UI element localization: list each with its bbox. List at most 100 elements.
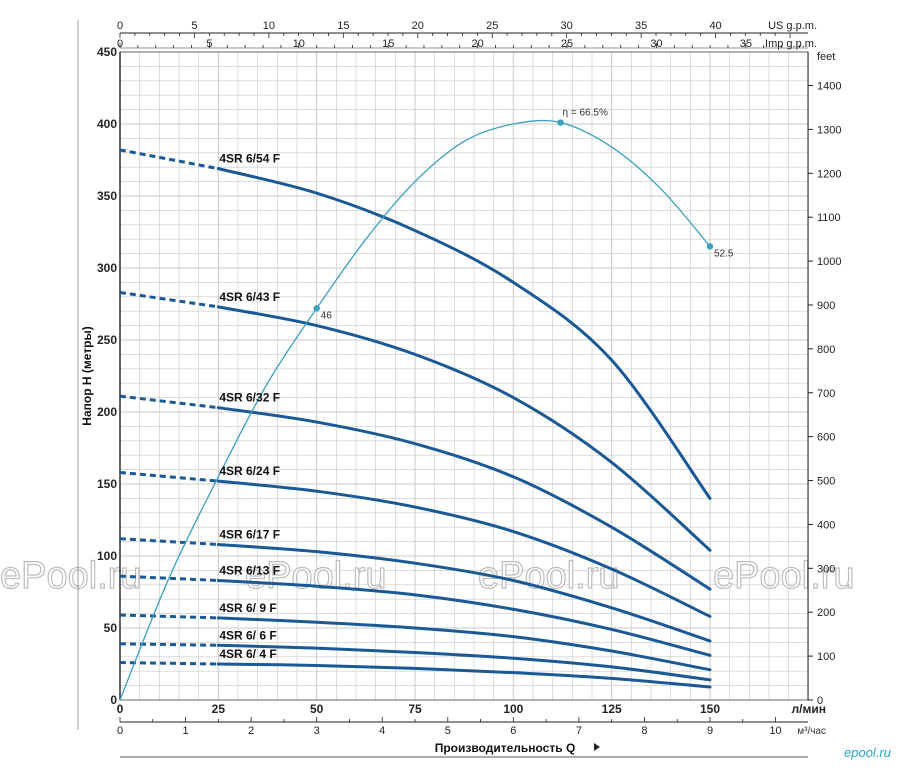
feet-tick-label: 900 — [817, 300, 835, 312]
efficiency-label: 52.5 — [714, 248, 734, 259]
feet-tick-label: 100 — [817, 651, 835, 663]
head-curve-solid — [216, 305, 712, 552]
curve-label: 4SR 6/ 4 F — [219, 647, 276, 661]
efficiency-label: η = 66.5% — [563, 108, 608, 119]
head-curve-dashed — [119, 642, 219, 647]
curve-label: 4SR 6/54 F — [219, 152, 280, 166]
y-tick-label: 150 — [97, 477, 117, 491]
feet-tick-label: 1300 — [817, 124, 841, 136]
y-tick-label: 400 — [97, 117, 117, 131]
head-curve-solid — [216, 616, 712, 672]
imp-tick-label: 5 — [206, 38, 212, 50]
imp-unit: Imp g.p.m. — [765, 38, 817, 50]
m3-tick-label: 2 — [248, 725, 254, 737]
feet-tick-label: 800 — [817, 344, 835, 356]
imp-tick-label: 35 — [740, 38, 752, 50]
us-tick-label: 15 — [337, 20, 349, 32]
m3-tick-label: 5 — [445, 725, 451, 737]
y-axis-title: Напор H (метры) — [80, 326, 94, 425]
grid — [119, 51, 809, 701]
m3-tick-label: 7 — [576, 725, 582, 737]
labels: 4SR 6/54 F 4SR 6/43 F 4SR 6/32 F 4SR 6/24 F… — [219, 152, 891, 760]
head-curve-dashed — [119, 613, 219, 620]
head-curve-dashed — [119, 394, 219, 410]
us-unit: US g.p.m. — [768, 20, 817, 32]
feet-tick-label: 400 — [817, 519, 835, 531]
efficiency-point — [313, 305, 320, 312]
head-curve-solid — [216, 167, 712, 500]
x-tick-label: 50 — [310, 702, 324, 716]
efficiency-label: 46 — [321, 310, 333, 321]
curve-label: 4SR 6/ 9 F — [219, 601, 276, 615]
y-tick-label: 50 — [104, 621, 118, 635]
m3-tick-label: 6 — [510, 725, 516, 737]
feet-tick-label: 1200 — [817, 168, 841, 180]
us-tick-label: 0 — [117, 20, 123, 32]
head-curve-dashed — [119, 148, 219, 171]
x-tick-label: 25 — [212, 702, 226, 716]
feet-unit: feet — [817, 51, 835, 63]
feet-tick-label: 1400 — [817, 81, 841, 93]
curve-label: 4SR 6/43 F — [219, 290, 280, 304]
m3-tick-label: 0 — [117, 725, 123, 737]
y-tick-label: 200 — [97, 405, 117, 419]
m3-tick-label: 3 — [314, 725, 320, 737]
m3-tick-label: 8 — [641, 725, 647, 737]
us-tick-label: 20 — [412, 20, 424, 32]
efficiency-point — [557, 119, 564, 126]
x-tick-label: 125 — [602, 702, 622, 716]
m3-tick-label: 4 — [379, 725, 385, 737]
x-tick-label: 0 — [117, 702, 124, 716]
y-tick-label: 450 — [97, 45, 117, 59]
x-unit-primary: л/мин — [792, 702, 826, 716]
feet-tick-label: 0 — [817, 695, 823, 707]
y-tick-label: 100 — [97, 549, 117, 563]
feet-tick-label: 600 — [817, 432, 835, 444]
us-tick-label: 40 — [709, 20, 721, 32]
logo-text: epool.ru — [844, 745, 891, 760]
y-tick-label: 300 — [97, 261, 117, 275]
head-curve-dashed — [119, 574, 219, 582]
head-curve-solid — [216, 479, 712, 618]
watermark-text: ePool.ru — [0, 555, 142, 597]
imp-tick-label: 20 — [472, 38, 484, 50]
m3-tick-label: 9 — [707, 725, 713, 737]
head-curve-dashed — [119, 470, 219, 483]
m3-tick-label: 10 — [769, 725, 781, 737]
m3-tick-label: 1 — [182, 725, 188, 737]
m3-unit: м³/час — [797, 726, 826, 737]
curve-label: 4SR 6/17 F — [219, 527, 280, 541]
efficiency-point — [706, 243, 714, 250]
feet-tick-label: 1100 — [817, 212, 841, 224]
curve-label: 4SR 6/13 F — [219, 563, 280, 577]
imp-tick-label: 0 — [117, 38, 123, 50]
head-curve-dashed — [119, 290, 219, 309]
y-tick-label: 250 — [97, 333, 117, 347]
head-curve-solid — [216, 662, 712, 689]
head-curve-solid — [216, 406, 712, 591]
feet-tick-label: 300 — [817, 563, 835, 575]
play-arrow-icon — [594, 743, 600, 751]
imp-tick-label: 10 — [293, 38, 305, 50]
feet-tick-label: 700 — [817, 388, 835, 400]
us-tick-label: 5 — [191, 20, 197, 32]
imp-tick-label: 30 — [650, 38, 662, 50]
efficiency-curve — [119, 119, 711, 701]
y-tick-label: 350 — [97, 189, 117, 203]
imp-tick-label: 15 — [382, 38, 394, 50]
head-curve-dashed — [119, 537, 219, 546]
us-tick-label: 35 — [635, 20, 647, 32]
curve-label: 4SR 6/ 6 F — [219, 628, 276, 642]
watermark-text: ePool.ru — [713, 555, 855, 597]
head-curve-dashed — [119, 661, 219, 666]
feet-tick-label: 500 — [817, 476, 835, 488]
plot-area — [120, 52, 808, 700]
head-curve-solid — [216, 542, 712, 643]
efficiency-curve-group: 46 η = 66.5% 52.5 — [119, 108, 734, 701]
curve-label: 4SR 6/32 F — [219, 391, 280, 405]
imp-tick-label: 25 — [561, 38, 573, 50]
x-tick-label: 100 — [503, 702, 523, 716]
x-axis-title: Производительность Q — [435, 741, 576, 755]
